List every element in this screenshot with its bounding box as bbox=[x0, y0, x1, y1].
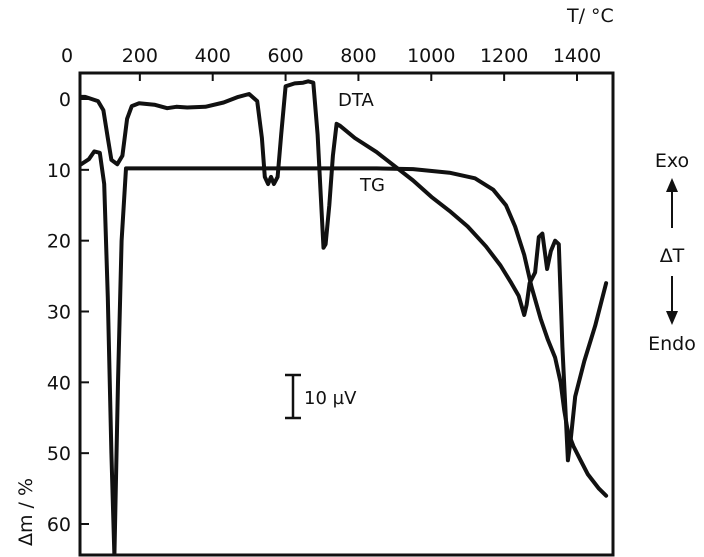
dta-curve-label: DTA bbox=[338, 90, 374, 111]
x-tick-label: 600 bbox=[267, 45, 303, 67]
tg-curve bbox=[80, 149, 609, 555]
x-tick-label: 1200 bbox=[480, 45, 528, 67]
scale-bar-label: 10 µV bbox=[304, 388, 357, 409]
tg-curve-label: TG bbox=[359, 175, 385, 196]
y-tick-label: 50 bbox=[47, 443, 71, 465]
y-tick-label: 0 bbox=[59, 89, 71, 111]
plot-frame bbox=[78, 71, 615, 557]
x-tick-label: 400 bbox=[195, 45, 231, 67]
exo-endo-indicator: Exo ΔT Endo bbox=[648, 150, 696, 355]
dta-curve bbox=[80, 79, 609, 463]
x-tick-label: 0 bbox=[61, 45, 73, 67]
curves bbox=[80, 79, 609, 555]
y-axis-ticks: 0 10 20 30 40 50 60 bbox=[47, 89, 89, 536]
delta-t-label: ΔT bbox=[660, 245, 685, 267]
y-axis-title: Δm / % bbox=[15, 478, 37, 546]
y-tick-label: 40 bbox=[47, 372, 71, 394]
endo-label: Endo bbox=[648, 333, 696, 355]
endo-arrow-icon bbox=[666, 311, 678, 325]
x-tick-label: 1000 bbox=[407, 45, 455, 67]
y-tick-label: 60 bbox=[47, 514, 71, 536]
x-tick-label: 200 bbox=[122, 45, 158, 67]
x-tick-label: 800 bbox=[340, 45, 376, 67]
x-axis-title: T/ °C bbox=[566, 5, 614, 27]
exo-arrow-icon bbox=[666, 178, 678, 192]
y-tick-label: 20 bbox=[47, 231, 71, 253]
exo-label: Exo bbox=[655, 150, 689, 172]
x-axis-ticks: 0 200 400 600 800 1000 1200 1400 bbox=[61, 45, 601, 81]
x-tick-label: 1400 bbox=[553, 45, 601, 67]
scale-bar: 10 µV bbox=[285, 373, 357, 420]
y-tick-label: 10 bbox=[47, 160, 71, 182]
y-tick-label: 30 bbox=[47, 302, 71, 324]
